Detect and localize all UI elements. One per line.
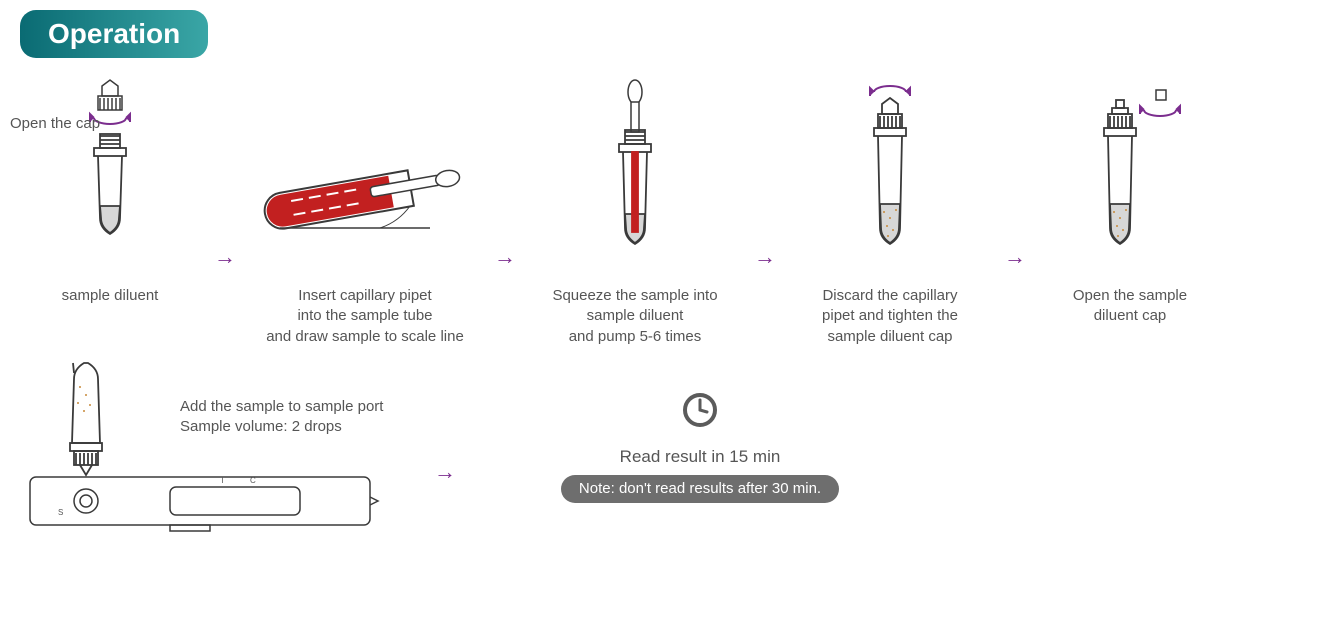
steps-row-1: sample diluent → <box>0 78 1335 347</box>
arrow-icon: → <box>1000 244 1030 270</box>
cassette-drop-icon: S T C <box>10 357 390 537</box>
svg-text:S: S <box>58 508 63 517</box>
step-2: Insert capillary pipet into the sample t… <box>240 78 490 347</box>
tighten-cap-icon <box>830 78 950 278</box>
squeeze-sample-icon <box>575 78 695 278</box>
step-3: Squeeze the sample into sample diluent a… <box>520 78 750 347</box>
step-7-caption: Read result in 15 min <box>620 446 781 469</box>
note-text: Note: don't read results after 30 min. <box>579 480 821 497</box>
step-5-illus <box>1060 78 1200 278</box>
step-4-illus <box>830 78 950 278</box>
open-cap-label: Open the cap <box>10 115 100 132</box>
step-3-illus <box>575 78 695 278</box>
title-badge: Operation <box>20 10 208 58</box>
svg-text:T: T <box>220 476 225 485</box>
pipet-blood-tube-icon <box>250 88 480 268</box>
step-6-caption: Add the sample to sample port Sample vol… <box>180 397 383 438</box>
step-5: Open the sample diluent cap <box>1030 78 1230 327</box>
step-1-illus <box>50 78 170 278</box>
arrow-icon: → <box>430 459 460 485</box>
step-6: S T C Add the sample to sample port Samp… <box>10 357 430 537</box>
step-4: Discard the capillary pipet and tighten … <box>780 78 1000 347</box>
arrow-icon: → <box>750 244 780 270</box>
title-text: Operation <box>48 18 180 49</box>
note-pill: Note: don't read results after 30 min. <box>561 475 839 503</box>
tube-open-cap-icon <box>50 78 170 278</box>
step-2-caption: Insert capillary pipet into the sample t… <box>266 286 464 347</box>
step-1: sample diluent <box>10 78 210 306</box>
svg-text:C: C <box>250 476 256 485</box>
arrow-icon: → <box>490 244 520 270</box>
step-7: Read result in 15 min Note: don't read r… <box>520 390 880 503</box>
step-3-caption: Squeeze the sample into sample diluent a… <box>552 286 717 347</box>
step-1-caption: sample diluent <box>62 286 159 306</box>
steps-row-2: S T C Add the sample to sample port Samp… <box>0 357 1335 537</box>
step-5-caption: Open the sample diluent cap <box>1073 286 1187 327</box>
clock-icon <box>680 390 720 436</box>
arrow-icon: → <box>210 244 240 270</box>
step-4-caption: Discard the capillary pipet and tighten … <box>822 286 958 347</box>
open-dropper-cap-icon <box>1060 78 1200 278</box>
step-2-illus <box>250 78 480 278</box>
